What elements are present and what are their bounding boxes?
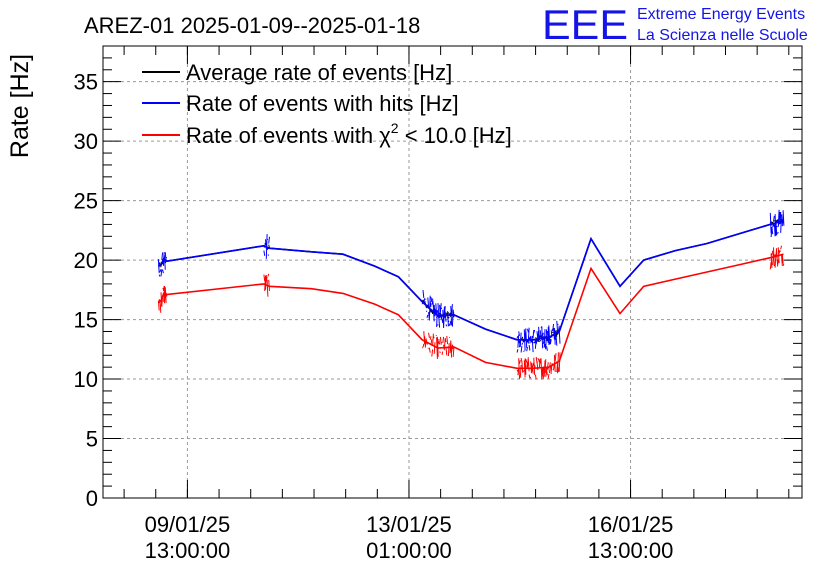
series-band-chi2 — [157, 245, 785, 380]
y-tick-label: 30 — [74, 129, 98, 154]
logo-line2: La Scienza nelle Scuole — [637, 27, 808, 44]
y-tick-label: 20 — [74, 248, 98, 273]
legend-chi2-prefix: Rate of events with — [186, 123, 379, 148]
y-tick-label: 15 — [74, 308, 98, 333]
series-line-hits — [158, 220, 784, 341]
series-average — [157, 218, 784, 344]
x-tick-label-time: 13:00:00 — [588, 538, 674, 563]
series-chi2 — [157, 245, 785, 380]
series-hits — [157, 209, 785, 353]
y-axis-label: Rate [Hz] — [6, 54, 34, 158]
logo-line1: Extreme Energy Events — [637, 6, 805, 23]
eee-logo: EEE Extreme Energy Events La Scienza nel… — [542, 1, 808, 48]
chart-title: AREZ-01 2025-01-09--2025-01-18 — [84, 13, 420, 38]
x-tick-label-time: 13:00:00 — [145, 538, 231, 563]
series-layer — [157, 209, 785, 380]
x-tick-label-date: 13/01/25 — [366, 512, 452, 537]
x-tick-label-date: 16/01/25 — [588, 512, 674, 537]
legend-chi2-sup: 2 — [391, 120, 399, 136]
series-line-chi2 — [157, 253, 784, 370]
y-tick-label: 0 — [86, 486, 98, 511]
legend-label-chi2: Rate of events with χ2 < 10.0 [Hz] — [186, 120, 512, 148]
legend-chi2-suffix: < 10.0 [Hz] — [399, 123, 512, 148]
axes: 0510152025303509/01/2513:00:0013/01/2501… — [74, 45, 802, 563]
series-band-hits — [157, 209, 785, 353]
legend-chi2-symbol: χ — [379, 123, 391, 148]
y-tick-label: 35 — [74, 70, 98, 95]
legend-label-hits: Rate of events with hits [Hz] — [186, 91, 459, 116]
x-tick-label-time: 01:00:00 — [366, 538, 452, 563]
legend: Average rate of events [Hz] Rate of even… — [142, 60, 512, 148]
x-tick-label-date: 09/01/25 — [145, 512, 231, 537]
series-band-average — [157, 218, 784, 344]
y-tick-label: 5 — [86, 427, 98, 452]
y-tick-label: 25 — [74, 189, 98, 214]
legend-label-average: Average rate of events [Hz] — [186, 60, 452, 85]
logo-letters: EEE — [542, 1, 628, 48]
y-tick-label: 10 — [74, 367, 98, 392]
